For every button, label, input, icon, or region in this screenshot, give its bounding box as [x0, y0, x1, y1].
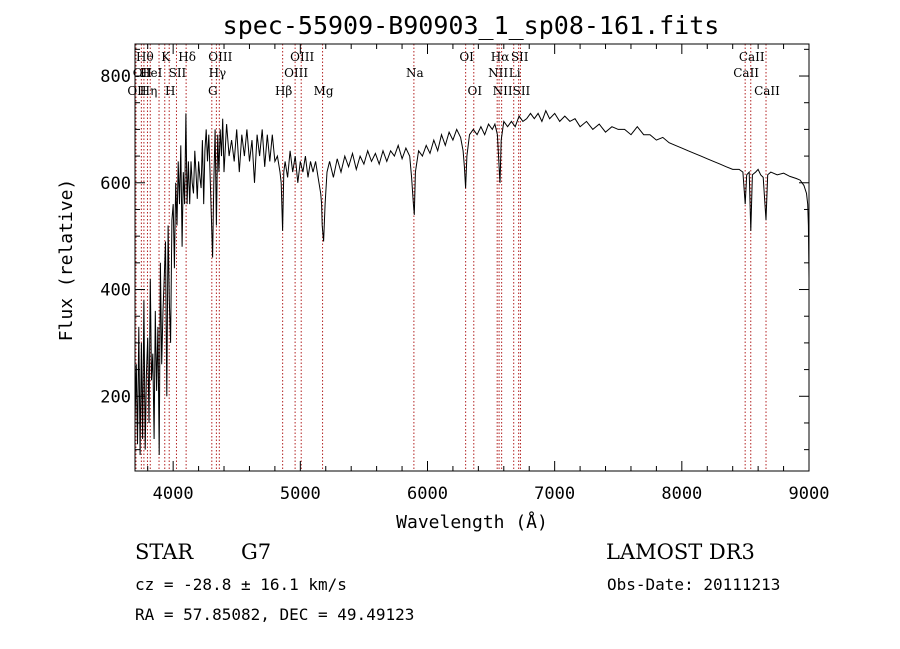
line-label: Li — [509, 66, 521, 80]
observation-date: Obs-Date: 20111213 — [607, 575, 781, 594]
y-tick-label: 600 — [100, 174, 131, 194]
line-label: SII — [511, 50, 529, 64]
object-subclass: G7 — [241, 540, 272, 564]
plot-frame — [134, 43, 810, 472]
line-label: CaII — [733, 66, 759, 80]
line-label: Mg — [314, 84, 334, 98]
line-label: Hθ — [136, 50, 154, 64]
spectrum-series — [134, 109, 810, 456]
line-label: Hη — [140, 84, 158, 98]
survey-name: LAMOST DR3 — [606, 540, 755, 564]
line-label: NII — [493, 84, 513, 98]
x-axis-ticks: 4000 5000 6000 7000 8000 9000 — [147, 44, 830, 504]
line-label: Hα — [491, 50, 510, 64]
y-axis-label: Flux (relative) — [56, 179, 77, 342]
y-tick-label: 800 — [100, 67, 131, 87]
line-label: OIII — [290, 50, 314, 64]
x-tick-label: 7000 — [534, 484, 575, 504]
line-label: Hγ — [209, 66, 227, 80]
line-label: K — [161, 50, 171, 64]
emission-line-labels: OIIOIIHθHηHeIKHSIIHδGHγOIIIHβOIIIOIIIMgN… — [127, 50, 780, 98]
y-tick-label: 400 — [100, 281, 131, 301]
y-axis-ticks: 200 400 600 800 — [100, 48, 809, 451]
x-tick-label: 8000 — [661, 484, 702, 504]
redshift-velocity: cz = -28.8 ± 16.1 km/s — [135, 575, 347, 594]
line-label: SII — [169, 66, 187, 80]
chart-title: spec-55909-B90903_1_sp08-161.fits — [223, 11, 720, 40]
line-label: CaII — [754, 84, 780, 98]
emission-line-markers — [135, 44, 767, 471]
line-label: OI — [459, 50, 474, 64]
line-label: OIII — [284, 66, 308, 80]
y-tick-label: 200 — [100, 387, 131, 407]
coordinates: RA = 57.85082, DEC = 49.49123 — [135, 605, 415, 624]
line-label: OIII — [208, 50, 232, 64]
line-label: G — [208, 84, 218, 98]
line-label: Hβ — [275, 84, 292, 98]
x-tick-label: 5000 — [280, 484, 321, 504]
x-tick-label: 4000 — [153, 484, 194, 504]
x-axis-label: Wavelength (Å) — [396, 511, 548, 533]
object-class: STAR — [135, 540, 194, 564]
line-label: SII — [513, 84, 531, 98]
x-tick-label: 6000 — [407, 484, 448, 504]
line-label: CaII — [739, 50, 765, 64]
line-label: H — [165, 84, 175, 98]
line-label: Hδ — [178, 50, 196, 64]
line-label: HeI — [140, 66, 163, 80]
x-tick-label: 9000 — [789, 484, 830, 504]
line-label: OI — [467, 84, 482, 98]
line-label: Na — [406, 66, 424, 80]
line-label: NII — [488, 66, 508, 80]
line-label: OII — [127, 84, 147, 98]
